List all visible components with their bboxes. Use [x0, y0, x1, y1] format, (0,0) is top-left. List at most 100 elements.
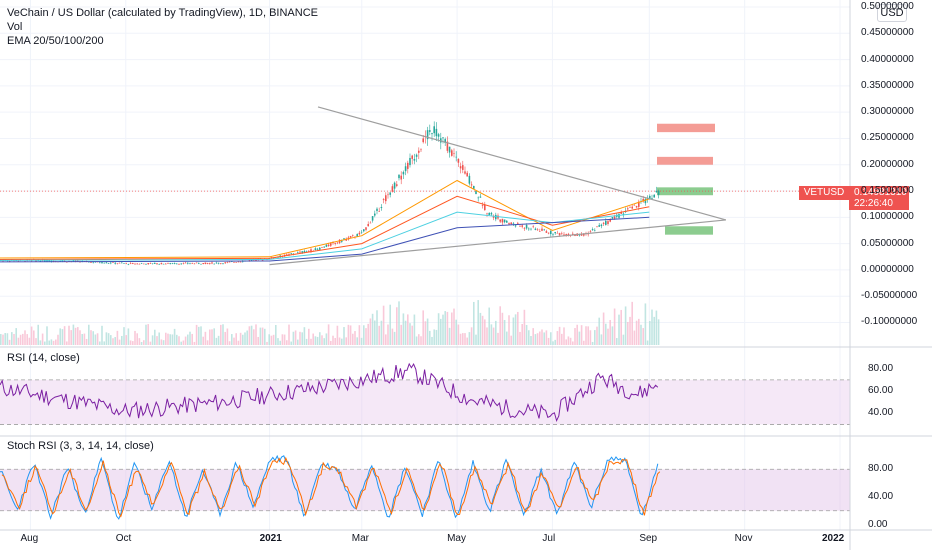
- volume-bar: [255, 324, 257, 345]
- candle-body: [475, 191, 477, 195]
- candle-body: [374, 213, 376, 216]
- candle-body: [517, 222, 519, 224]
- volume-bar: [204, 331, 207, 345]
- stoch-k-line: [0, 454, 659, 521]
- volume-bar: [88, 324, 90, 345]
- volume-bar: [435, 329, 438, 345]
- volume-bar: [127, 328, 130, 345]
- volume-bar: [431, 336, 433, 345]
- candle-body: [501, 218, 504, 223]
- candle-body: [433, 126, 435, 134]
- candle-body: [622, 213, 625, 215]
- chart-title: VeChain / US Dollar (calculated by Tradi…: [7, 7, 318, 19]
- volume-bar: [484, 319, 486, 345]
- candle-body: [134, 263, 136, 265]
- candle-body: [644, 198, 647, 204]
- candle-body: [453, 153, 455, 154]
- candle-body: [325, 244, 328, 247]
- price-tick-label: 0.50000000: [861, 1, 914, 12]
- currency-badge[interactable]: USD: [877, 4, 907, 22]
- candle-body: [121, 262, 123, 264]
- candle-body: [446, 141, 449, 151]
- time-tick-label: Aug: [20, 533, 39, 544]
- candle-body: [248, 260, 251, 261]
- trendlines[interactable]: [269, 106, 727, 266]
- candle-body: [209, 263, 211, 264]
- volume-bar: [332, 335, 334, 345]
- volume-bar: [310, 338, 312, 345]
- volume-bar: [404, 320, 407, 345]
- candle-body: [437, 134, 440, 137]
- candle-body: [387, 194, 389, 196]
- volume-bar: [178, 336, 180, 345]
- volume-bar: [360, 337, 363, 345]
- candle-body: [169, 263, 171, 264]
- volume-bar: [653, 316, 655, 345]
- volume-bar: [228, 341, 231, 345]
- volume-bar: [79, 330, 81, 345]
- candle-body: [288, 254, 290, 256]
- candle-body: [552, 234, 554, 236]
- candle-body: [165, 263, 167, 265]
- candle-body: [297, 252, 299, 253]
- volume-bar: [2, 334, 4, 345]
- volume-bar: [563, 327, 565, 345]
- volume-bar: [629, 316, 631, 345]
- candle-body: [457, 158, 460, 163]
- volume-bar: [264, 328, 266, 345]
- volume-bar: [448, 327, 451, 345]
- volume-bar: [554, 339, 556, 345]
- volume-bar: [455, 319, 457, 345]
- candle-body: [305, 250, 308, 252]
- volume-bar: [585, 326, 587, 345]
- candle-body: [545, 231, 548, 233]
- candle-body: [299, 251, 301, 253]
- volume-bar: [182, 340, 185, 345]
- candle-body: [451, 150, 453, 156]
- volume-bar: [187, 334, 189, 345]
- volume-bar: [363, 325, 365, 345]
- candle-body: [334, 242, 336, 244]
- time-tick-label: 2021: [259, 533, 282, 544]
- candle-body: [481, 205, 484, 206]
- volume-bar: [6, 333, 9, 345]
- volume-bar: [237, 340, 240, 345]
- candle-body: [125, 263, 127, 264]
- candle-body: [613, 216, 616, 219]
- volume-bar: [242, 334, 244, 345]
- volume-bar: [600, 334, 603, 345]
- time-tick-label: 2022: [822, 533, 845, 544]
- time-tick-label: Nov: [734, 533, 753, 544]
- candle-body: [107, 263, 110, 264]
- candle-body: [314, 248, 317, 251]
- volume-bar: [451, 312, 453, 345]
- volume-bar: [275, 324, 277, 345]
- candle-body: [638, 201, 640, 207]
- volume-bar: [345, 337, 347, 345]
- volume-bar: [319, 332, 321, 345]
- candle-body: [561, 233, 563, 235]
- candle-body: [323, 246, 325, 248]
- candle-body: [418, 150, 420, 153]
- volume-bar: [358, 325, 361, 345]
- candle-body: [178, 263, 180, 265]
- rsi-tick-label: 80.00: [868, 362, 894, 374]
- candle-body: [468, 175, 471, 184]
- volume-bar: [224, 331, 226, 345]
- volume-bar: [11, 332, 13, 345]
- volume-bar: [19, 334, 22, 345]
- volume-bar: [277, 338, 279, 345]
- candle-body: [541, 228, 543, 231]
- volume-bar: [517, 311, 519, 345]
- volume-bar: [184, 336, 187, 345]
- candle-body: [138, 263, 141, 265]
- candle-body: [217, 262, 220, 264]
- volume-bar: [303, 327, 306, 345]
- volume-bar: [594, 330, 596, 345]
- volume-bar: [501, 312, 504, 345]
- candle-body: [409, 157, 411, 166]
- candle-body: [607, 221, 609, 224]
- stoch-d-line: [1, 456, 661, 518]
